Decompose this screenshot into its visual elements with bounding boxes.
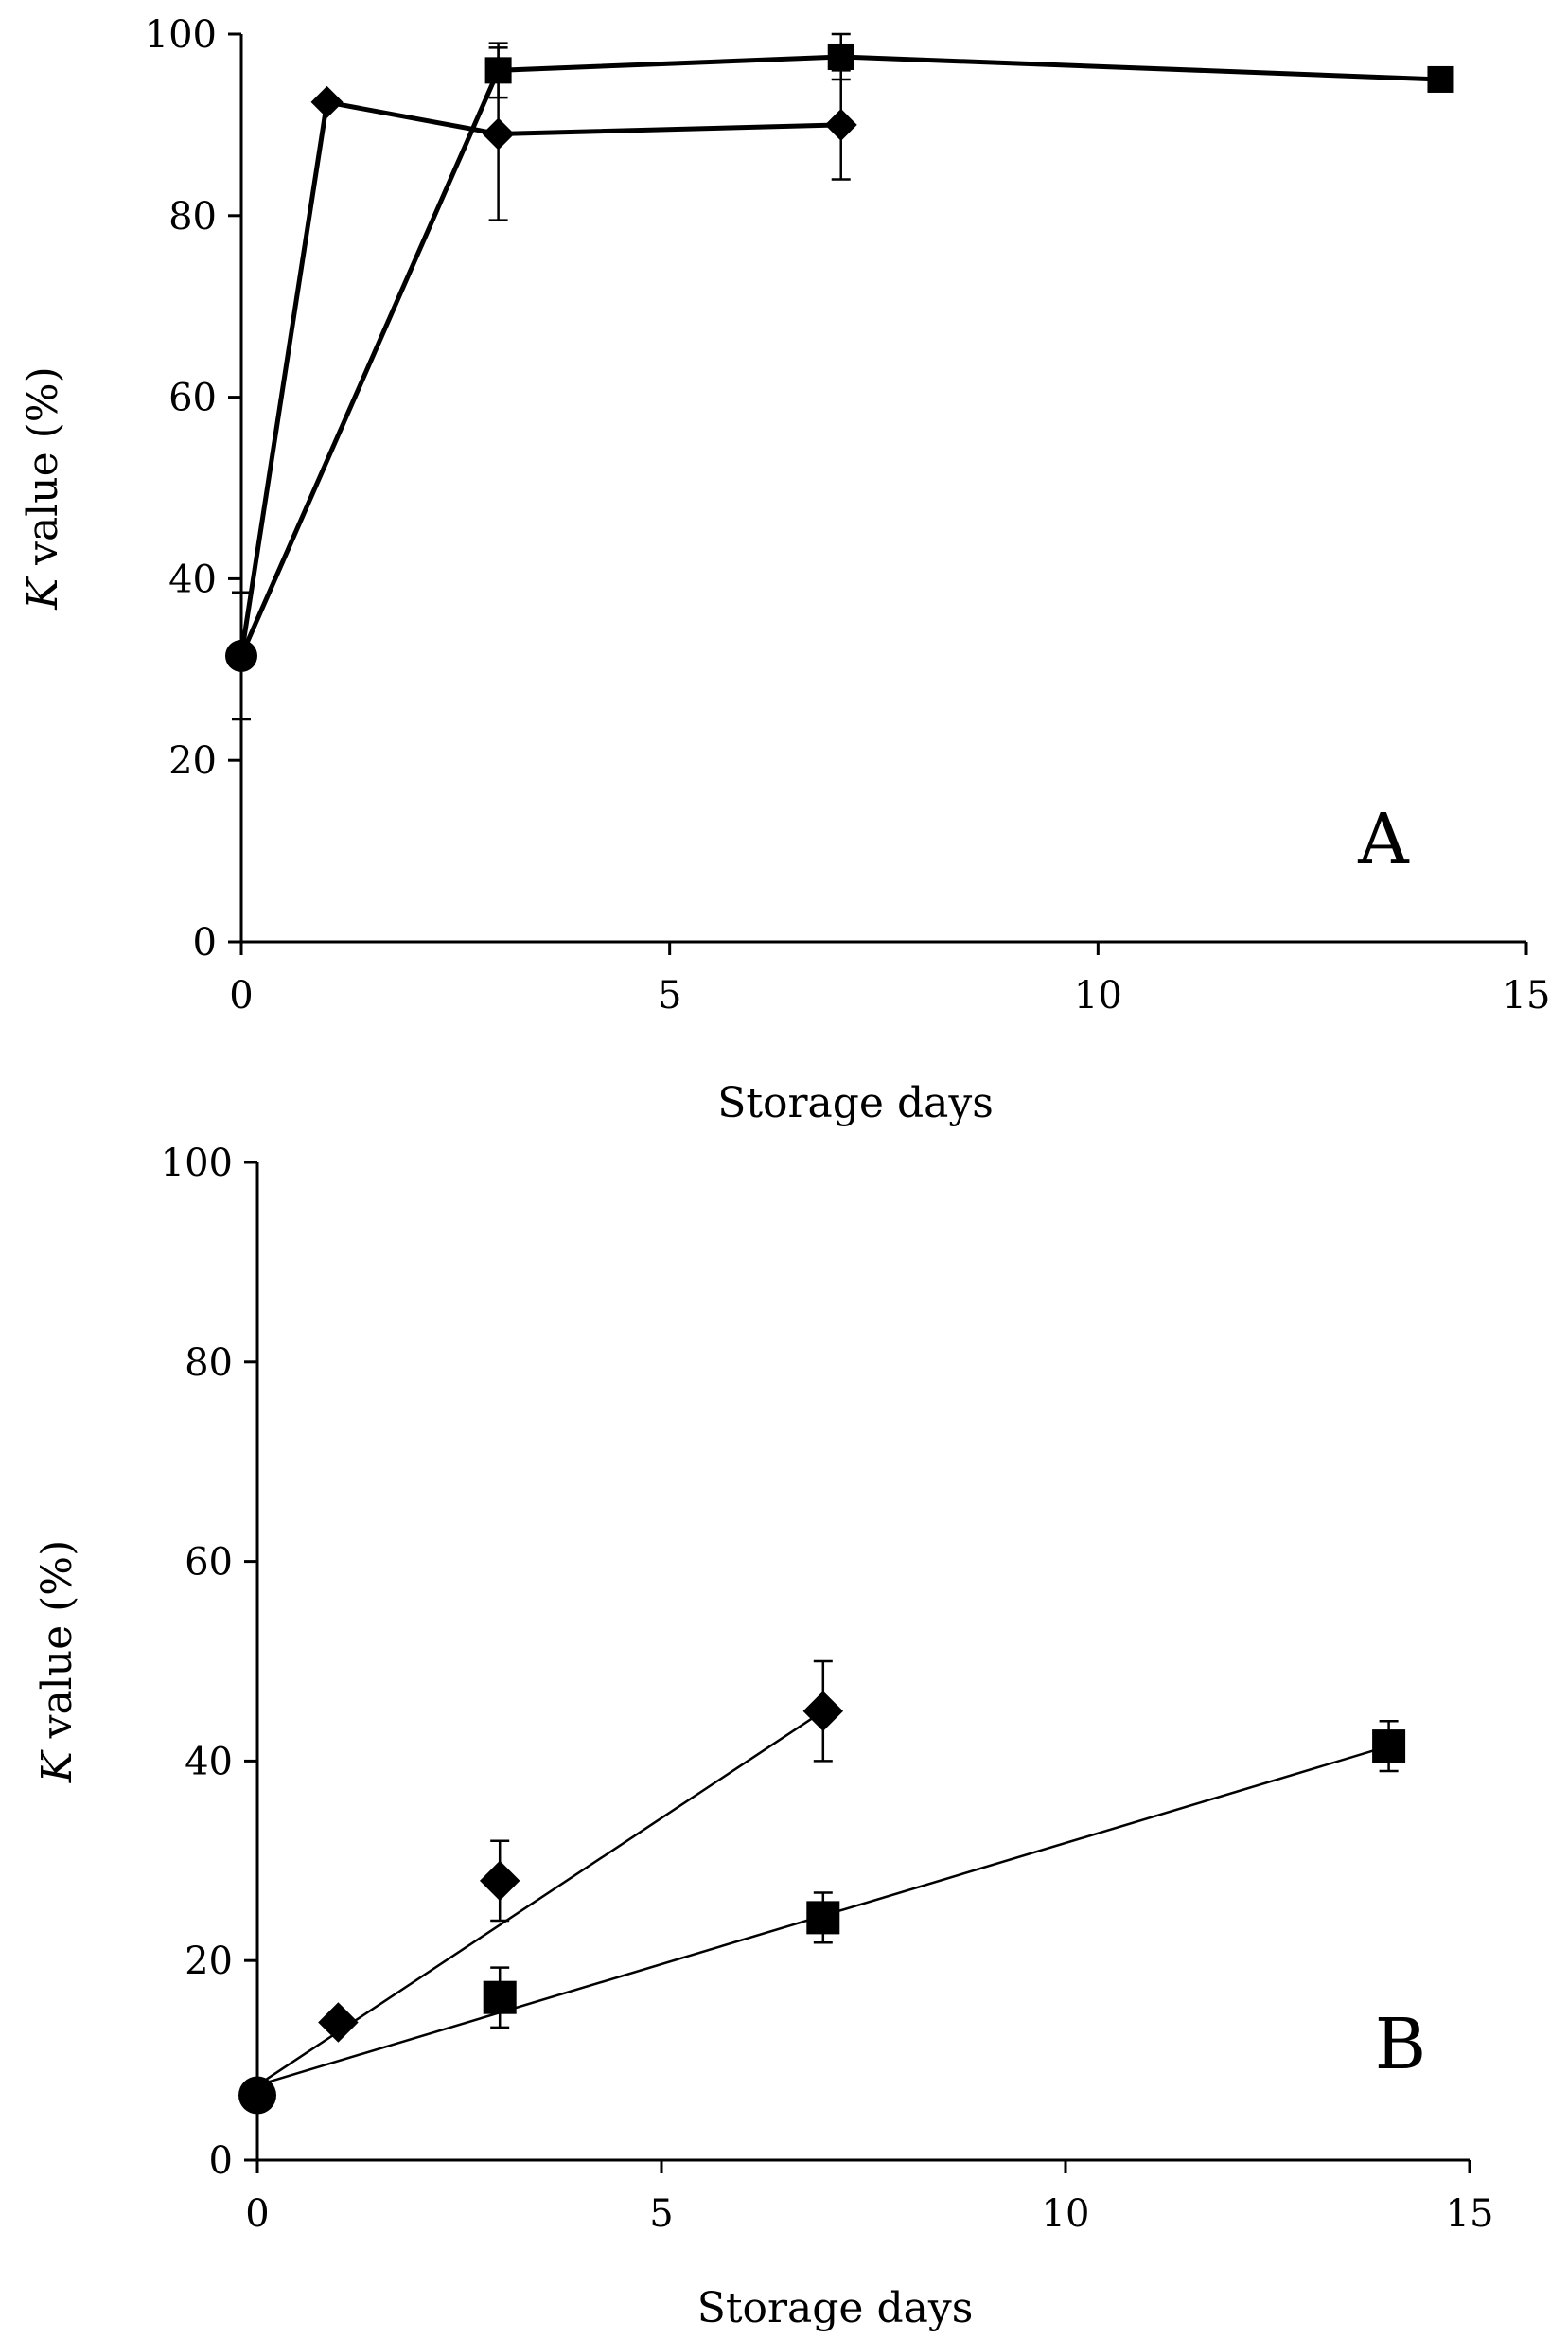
panel-b-y-tick-label: 80 xyxy=(185,1341,233,1385)
panel-a-initial-circle-marker xyxy=(225,639,257,672)
panel-a-x-tick-label: 15 xyxy=(1503,974,1551,1018)
panel-b-x-tick-label: 15 xyxy=(1446,2192,1494,2236)
panel-a-square-marker xyxy=(827,43,854,70)
panel-a-y-axis-title: K value (%) xyxy=(19,366,67,611)
panel-a-y-axis-title-italic: K xyxy=(19,576,67,611)
panel-a-y-tick-label: 60 xyxy=(168,377,217,420)
panel-b-label: B xyxy=(1375,2004,1426,2085)
panel-b-square-marker xyxy=(483,1980,517,2014)
panel-b-diamond-marker xyxy=(479,1860,520,1902)
panel-b-initial-circle-marker xyxy=(238,2076,276,2115)
panel-b-y-tick-label: 100 xyxy=(161,1142,233,1185)
panel-b-y-tick-label: 0 xyxy=(209,2139,233,2183)
panel-a-diamond-marker xyxy=(310,85,344,118)
panel-a-y-tick-label: 20 xyxy=(168,739,217,783)
panel-b-y-tick-label: 60 xyxy=(185,1541,233,1585)
panel-b-x-axis-title: Storage days xyxy=(697,2284,974,2332)
panel-b-square-marker xyxy=(806,1901,840,1935)
panel-a-square-marker xyxy=(1427,65,1454,93)
panel-b-x-tick-label: 0 xyxy=(245,2192,269,2236)
panel-a-diamond-marker xyxy=(824,108,857,141)
panel-a-x-tick-label: 10 xyxy=(1074,974,1122,1018)
panel-b-y-tick-label: 40 xyxy=(185,1740,233,1783)
panel-b-y-axis-title: K value (%) xyxy=(33,1540,81,1784)
panel-a-square-line xyxy=(238,54,1441,657)
panel-a-diamond-line xyxy=(238,98,841,657)
panel-b-x-tick-label: 5 xyxy=(649,2192,673,2236)
panel-a: 0 20 40 60 80 100 0 5 10 15 Storage days K value (%… xyxy=(19,13,1550,1127)
panel-b-square-marker xyxy=(1372,1729,1406,1763)
panel-a-diamond-marker xyxy=(482,117,515,151)
panel-b-y-axis-title-rest: value (%) xyxy=(33,1540,81,1752)
panel-b-y-tick-label: 20 xyxy=(185,1940,233,1983)
panel-a-label: A xyxy=(1357,799,1410,880)
panel-a-x-axis-title: Storage days xyxy=(717,1079,994,1127)
panel-b-y-axis-title-italic: K xyxy=(33,1749,81,1783)
panel-a-y-tick-label: 100 xyxy=(145,13,217,57)
panel-a-y-tick-label: 0 xyxy=(193,921,217,965)
panel-a-x-tick-label: 5 xyxy=(658,974,681,1018)
panel-b: 0 20 40 60 80 100 0 5 10 15 Storage days K value (%… xyxy=(33,1142,1493,2332)
panel-b-diamond-marker xyxy=(318,2002,359,2043)
panel-a-y-axis-title-rest: value (%) xyxy=(19,366,67,578)
panel-a-square-marker xyxy=(484,57,512,84)
panel-a-x-tick-label: 0 xyxy=(229,974,253,1018)
panel-a-y-tick-label: 40 xyxy=(168,558,217,601)
panel-b-diamond-marker xyxy=(802,1691,844,1731)
panel-a-y-tick-label: 80 xyxy=(168,195,217,239)
panel-b-x-tick-label: 10 xyxy=(1042,2192,1090,2236)
